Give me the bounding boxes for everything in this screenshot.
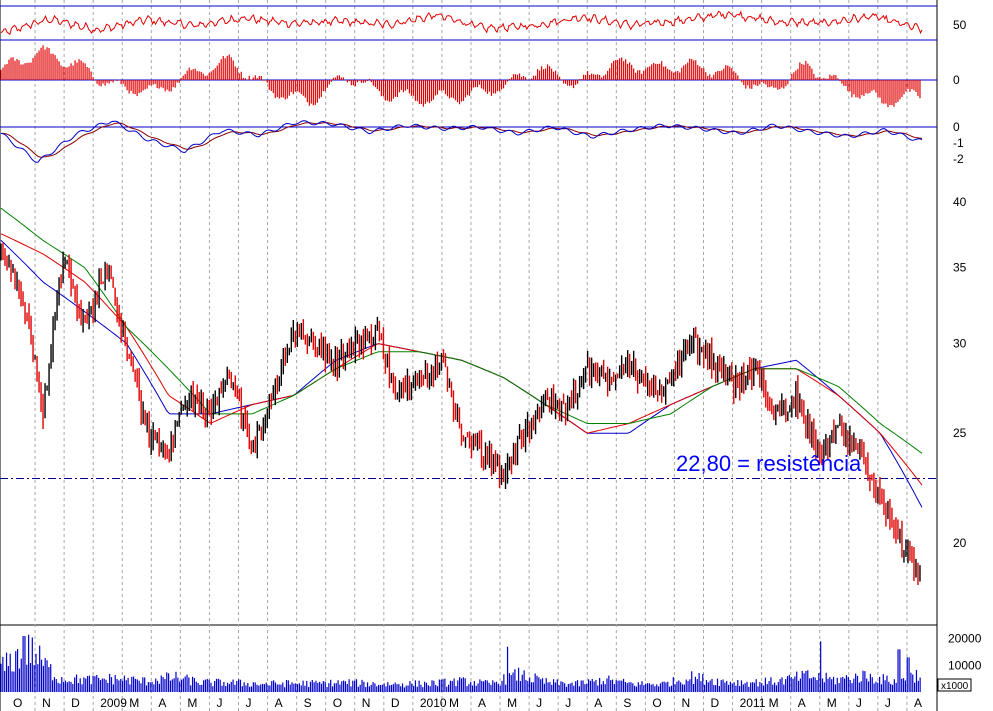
volume-panel	[0, 634, 921, 692]
x-tick-label: N	[681, 696, 690, 710]
x-tick-label: M	[769, 696, 779, 710]
histogram-panel	[0, 45, 937, 108]
oscillator-line	[0, 120, 923, 163]
price-y-tick: 20	[953, 536, 967, 550]
price-y-tick: 40	[953, 195, 967, 209]
moving-average-line	[0, 233, 923, 486]
x-tick-label: O	[13, 696, 22, 710]
volume-scale-frame	[937, 678, 972, 692]
moving-average-line	[0, 207, 923, 454]
x-tick-label: S	[304, 696, 312, 710]
x-tick-label: M	[827, 696, 837, 710]
x-tick-label: N	[362, 696, 371, 710]
rsi-y-tick: 50	[953, 18, 967, 32]
x-tick-label: A	[158, 696, 166, 710]
rsi-panel	[0, 5, 937, 41]
volume-scale-label: x1000	[941, 681, 969, 692]
volume-scale-box: x1000	[937, 678, 972, 692]
oscillator-panel	[0, 120, 937, 163]
x-tick-label: O	[333, 696, 342, 710]
x-tick-label: J	[856, 696, 862, 710]
x-tick-label: D	[711, 696, 720, 710]
price-panel	[0, 207, 937, 586]
oscillator-y-tick: -1	[953, 136, 964, 150]
annotation-label: 22,80 = resistência	[676, 451, 862, 476]
chart-frame	[0, 0, 938, 711]
volume-y-tick: 10000	[948, 658, 982, 672]
x-tick-label: M	[449, 696, 459, 710]
x-axis-labels: O N D 2009 M A M J J A S O N D 2010 M A M J J A S O N D 2011 M A M J J…	[13, 696, 922, 710]
y-axis-ticks: 50 0 0 -1 -2 40 35 30 25 20 20000 10000	[948, 18, 982, 672]
x-tick-label: M	[187, 696, 197, 710]
x-tick-label: 2010	[420, 696, 447, 710]
price-y-tick: 30	[953, 337, 967, 351]
price-y-tick: 35	[953, 261, 967, 275]
price-y-tick: 25	[953, 426, 967, 440]
oscillator-y-tick: 0	[953, 120, 960, 134]
x-tick-label: A	[275, 696, 283, 710]
x-tick-label: A	[594, 696, 602, 710]
x-tick-label: 2009	[100, 696, 127, 710]
x-tick-label: M	[129, 696, 139, 710]
vertical-gridlines	[34, 0, 908, 711]
x-tick-label: J	[536, 696, 542, 710]
rsi-line	[0, 10, 923, 36]
x-tick-label: J	[246, 696, 252, 710]
histogram-y-tick: 0	[953, 73, 960, 87]
x-tick-label: O	[652, 696, 661, 710]
x-tick-label: A	[914, 696, 922, 710]
x-tick-label: D	[391, 696, 400, 710]
x-tick-label: S	[623, 696, 631, 710]
x-tick-label: A	[478, 696, 486, 710]
x-tick-label: 2011	[740, 696, 766, 710]
x-tick-label: J	[565, 696, 571, 710]
x-tick-label: A	[798, 696, 806, 710]
oscillator-signal-line	[1, 122, 923, 158]
x-tick-label: M	[507, 696, 517, 710]
x-tick-label: N	[42, 696, 51, 710]
volume-y-tick: 20000	[948, 632, 982, 646]
x-tick-label: D	[71, 696, 80, 710]
x-tick-label: J	[216, 696, 222, 710]
x-tick-label: J	[885, 696, 891, 710]
oscillator-y-tick: -2	[953, 152, 964, 166]
